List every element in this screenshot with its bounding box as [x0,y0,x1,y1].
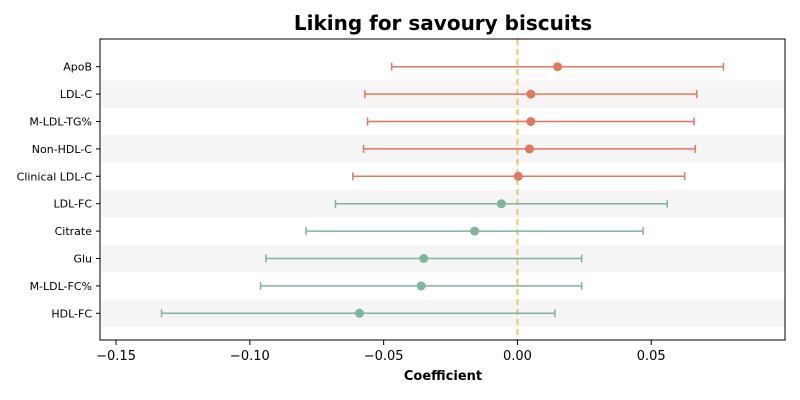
y-tick-label: LDL-C [60,88,93,101]
estimate-row [362,144,697,154]
estimate-row [259,281,583,291]
estimate-marks [160,62,725,318]
x-tick-label: −0.05 [364,349,404,364]
point-estimate [470,226,480,236]
chart-title: Liking for savoury biscuits [294,11,592,35]
point-estimate [553,62,563,72]
y-axis: ApoB LDL-C M-LDL-TG% Non-HDL-C Clinical LDL-… [17,61,100,320]
y-tick-label: M-LDL-FC% [30,280,92,293]
x-tick-label: −0.15 [96,349,136,364]
point-estimate [355,308,365,318]
point-estimate [513,171,523,181]
y-tick-label: Clinical LDL-C [17,170,93,183]
estimate-row [390,62,725,72]
estimate-row [366,117,695,126]
estimate-row [160,308,556,318]
x-tick-label: −0.10 [230,349,270,364]
point-estimate [496,199,506,209]
x-tick-label: 0.00 [503,349,532,364]
point-estimate [419,254,429,263]
y-tick-label: HDL-FC [51,307,92,320]
y-tick-label: Glu [73,253,92,266]
y-tick-label: LDL-FC [53,198,92,211]
point-estimate [416,281,426,291]
plot-frame [99,38,786,341]
x-tick-label: 0.05 [637,349,666,364]
estimate-row [265,254,583,263]
estimate-row [364,89,698,99]
point-estimate [526,89,536,99]
estimate-row [352,171,686,181]
y-tick-label: M-LDL-TG% [29,116,92,129]
point-estimate [524,144,534,154]
estimate-row [305,226,644,236]
x-axis: −0.15 −0.10 −0.05 0.00 0.05 [96,340,666,364]
x-axis-label: Coefficient [404,369,482,384]
y-tick-label: Non-HDL-C [32,143,93,156]
y-tick-label: Citrate [55,225,93,238]
y-tick-label: ApoB [63,61,92,74]
estimate-row [334,199,669,209]
point-estimate [526,117,536,126]
